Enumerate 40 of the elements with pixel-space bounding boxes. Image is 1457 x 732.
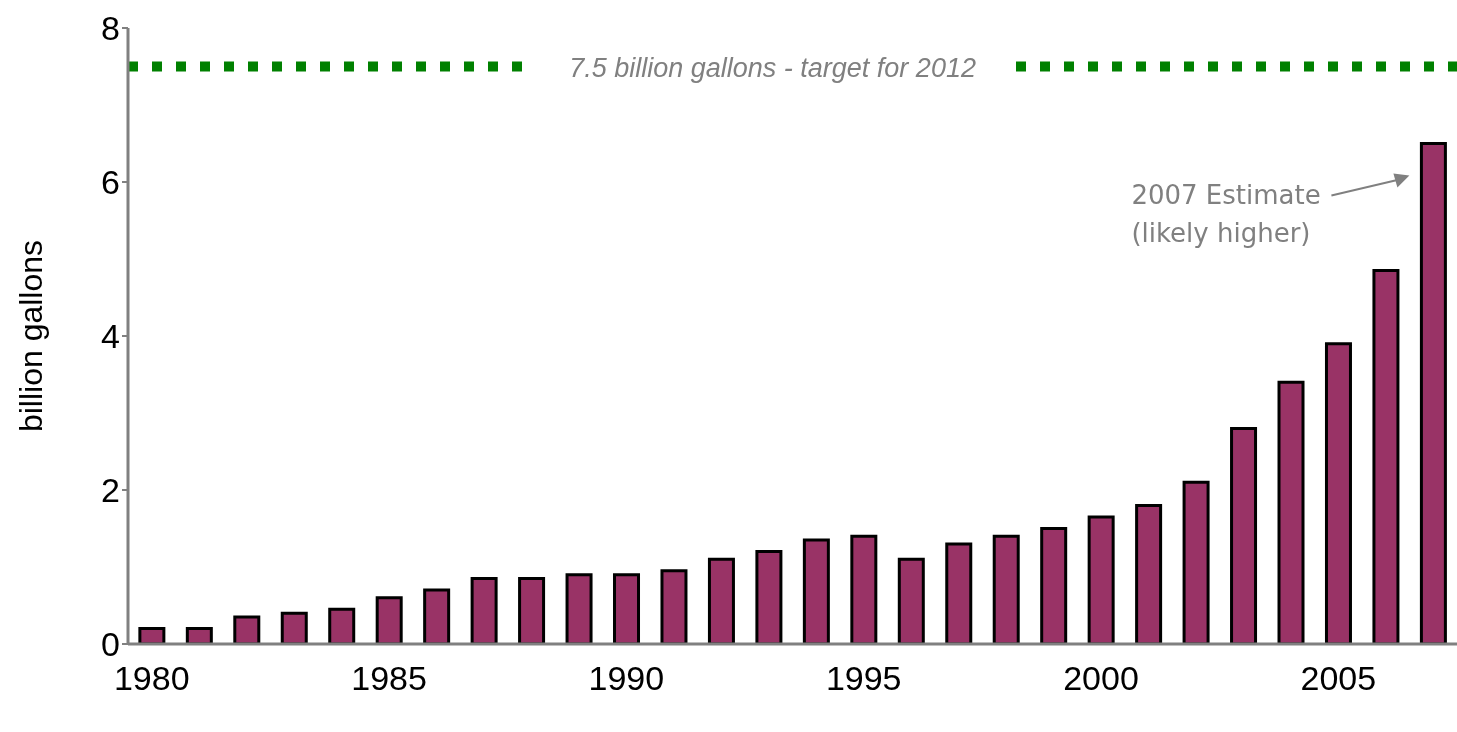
y-axis-title: billion gallons bbox=[13, 239, 50, 433]
bar bbox=[850, 534, 878, 644]
bar bbox=[613, 573, 641, 644]
bar bbox=[660, 569, 688, 644]
ref-line-label: 7.5 billion gallons - target for 2012 bbox=[569, 52, 976, 83]
bar bbox=[1182, 480, 1210, 644]
y-tick-label: 6 bbox=[101, 163, 120, 202]
y-tick-label: 8 bbox=[101, 9, 120, 48]
bar bbox=[897, 557, 925, 644]
bar bbox=[1040, 527, 1068, 644]
x-tick-label: 2005 bbox=[1300, 659, 1377, 698]
bar bbox=[328, 607, 356, 644]
annotation: 2007 Estimate (likely higher) bbox=[1131, 179, 1321, 248]
bar bbox=[518, 577, 546, 644]
x-tick-label: 2000 bbox=[1063, 659, 1139, 698]
y-tick-label: 2 bbox=[101, 471, 120, 510]
bar bbox=[1230, 426, 1258, 644]
x-tick-label: 1990 bbox=[588, 659, 665, 698]
bar bbox=[375, 596, 403, 644]
bar bbox=[1277, 380, 1305, 644]
x-tick-label: 1985 bbox=[351, 659, 427, 698]
x-tick-label: 1995 bbox=[825, 659, 902, 698]
bar bbox=[470, 577, 498, 644]
bar bbox=[185, 627, 213, 644]
bar bbox=[802, 538, 830, 644]
bar bbox=[233, 615, 261, 644]
bar bbox=[992, 534, 1020, 644]
bar bbox=[945, 542, 973, 644]
bar bbox=[1372, 269, 1400, 644]
bar bbox=[280, 611, 308, 644]
y-tick-label: 4 bbox=[101, 317, 120, 356]
bar bbox=[755, 550, 783, 644]
bar bbox=[707, 557, 735, 644]
bar bbox=[1419, 142, 1447, 644]
bar bbox=[565, 573, 593, 644]
bar bbox=[423, 588, 451, 644]
bar bbox=[1135, 503, 1163, 644]
bar bbox=[1087, 515, 1115, 644]
bar bbox=[1324, 342, 1352, 644]
bar bbox=[138, 627, 166, 644]
